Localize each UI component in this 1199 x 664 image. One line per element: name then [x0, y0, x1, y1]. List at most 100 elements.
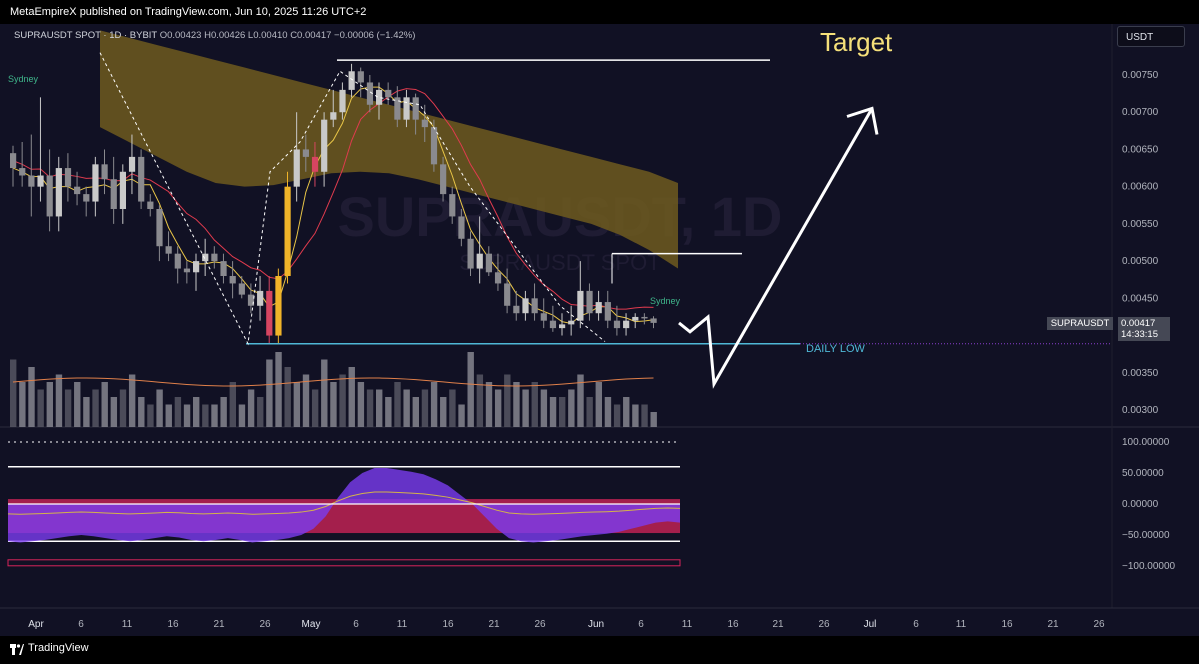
- time-tick-label: 26: [534, 619, 546, 630]
- volume-bar: [302, 374, 310, 427]
- volume-bars: [10, 352, 657, 427]
- candle: [421, 104, 428, 142]
- time-tick-label: 11: [122, 619, 133, 630]
- volume-bar: [376, 389, 383, 427]
- symbol-name[interactable]: SUPRAUSDT SPOT · 1D · BYBIT: [14, 30, 158, 41]
- last-price-value: 0.00417: [1121, 318, 1156, 329]
- candle-body: [211, 253, 218, 262]
- candle-body: [476, 253, 483, 269]
- volume-bar: [330, 382, 337, 427]
- candle-body: [238, 283, 245, 295]
- candle: [531, 283, 538, 321]
- candle-body: [467, 238, 474, 269]
- volume-bar: [522, 389, 529, 427]
- candle: [128, 134, 136, 195]
- volume-bar: [128, 374, 136, 427]
- volume-bar: [257, 397, 264, 427]
- price-tick-label: 0.00350: [1122, 368, 1159, 379]
- indicator-cloud: [100, 30, 678, 269]
- candle-body: [10, 153, 17, 169]
- volume-ma-line: [12, 377, 654, 387]
- candle: [284, 171, 291, 284]
- price-symbol-tag: SUPRAUSDT: [1047, 317, 1113, 330]
- candle: [504, 268, 511, 314]
- volume-bar: [220, 397, 227, 427]
- time-tick-label: 11: [682, 619, 693, 630]
- candle: [193, 253, 200, 291]
- candle-body: [183, 268, 191, 273]
- candle: [64, 153, 72, 202]
- candle: [156, 205, 163, 262]
- candle-body: [449, 194, 456, 217]
- volume-bar: [513, 382, 520, 427]
- candle: [513, 290, 520, 321]
- bar-countdown: 14:33:15: [1121, 329, 1158, 340]
- volume-bar: [10, 359, 17, 427]
- volume-bar: [211, 404, 218, 427]
- time-tick-label: 6: [638, 619, 644, 630]
- candle-body: [339, 89, 346, 113]
- volume-bar: [92, 389, 99, 427]
- footer-brand[interactable]: TradingView: [28, 642, 89, 654]
- candle: [220, 253, 227, 284]
- candle: [449, 186, 456, 224]
- candle: [385, 82, 392, 105]
- volume-bar: [385, 397, 392, 427]
- volume-bar: [266, 359, 273, 427]
- volume-bar: [577, 374, 584, 427]
- candle-body: [119, 171, 126, 209]
- zigzag-path: [99, 52, 606, 346]
- candle-body: [19, 168, 26, 176]
- candle: [540, 298, 547, 329]
- candle-body: [412, 97, 419, 120]
- osc-tick-label: 0.00000: [1122, 499, 1159, 510]
- candle-body: [275, 276, 282, 336]
- volume-bar: [202, 404, 209, 427]
- volume-bar: [366, 389, 374, 427]
- volume-bar: [284, 367, 291, 427]
- time-tick-label: 6: [78, 619, 84, 630]
- candle-body: [650, 318, 657, 323]
- volume-bar: [357, 382, 365, 427]
- volume-bar: [138, 397, 145, 427]
- candle-body: [513, 305, 520, 314]
- candle: [467, 231, 474, 276]
- candle: [440, 156, 447, 202]
- price-axis: 0.00750 0.00700 0.00650 0.00600 0.00550 0.005…: [1122, 70, 1159, 416]
- volume-bar: [83, 397, 90, 427]
- candle-body: [366, 82, 374, 105]
- candle-body: [311, 156, 319, 172]
- price-tick-label: 0.00450: [1122, 293, 1159, 304]
- tradingview-logo-icon[interactable]: [10, 644, 24, 655]
- price-tick-label: 0.00600: [1122, 182, 1159, 193]
- volume-bar: [467, 352, 474, 427]
- candle: [613, 305, 621, 336]
- session-label-left: Sydney: [8, 74, 39, 84]
- candle: [247, 283, 255, 314]
- candle: [623, 313, 630, 336]
- candle: [119, 164, 126, 224]
- volume-bar: [540, 389, 548, 427]
- candle-body: [302, 149, 309, 157]
- volume-bar: [650, 412, 657, 427]
- publish-info-text: MetaEmpireX published on TradingView.com…: [10, 6, 367, 18]
- time-tick-label: 6: [913, 619, 919, 630]
- oscillator-pane: 100.00000 50.00000 0.00000 −50.00000 −100.00…: [7, 437, 1176, 572]
- candle-body: [55, 168, 62, 217]
- volume-bar: [174, 397, 182, 427]
- price-chart[interactable]: SUPRAUSDT, 1D SUPRAUSDT SPOT 0.007500.00…: [0, 24, 1199, 636]
- candle-body: [595, 302, 602, 314]
- volume-bar: [165, 404, 172, 427]
- candle: [293, 112, 300, 202]
- candle-body: [394, 97, 401, 120]
- volume-bar: [28, 367, 35, 427]
- time-tick-label: 21: [213, 619, 225, 630]
- candle-body: [458, 216, 465, 239]
- volume-bar: [55, 374, 63, 427]
- volume-bar: [568, 389, 575, 427]
- time-tick-label: 16: [442, 619, 454, 630]
- candle: [165, 231, 172, 262]
- volume-bar: [440, 397, 447, 427]
- currency-button[interactable]: USDT: [1117, 26, 1185, 47]
- time-tick-label: Jul: [864, 619, 877, 630]
